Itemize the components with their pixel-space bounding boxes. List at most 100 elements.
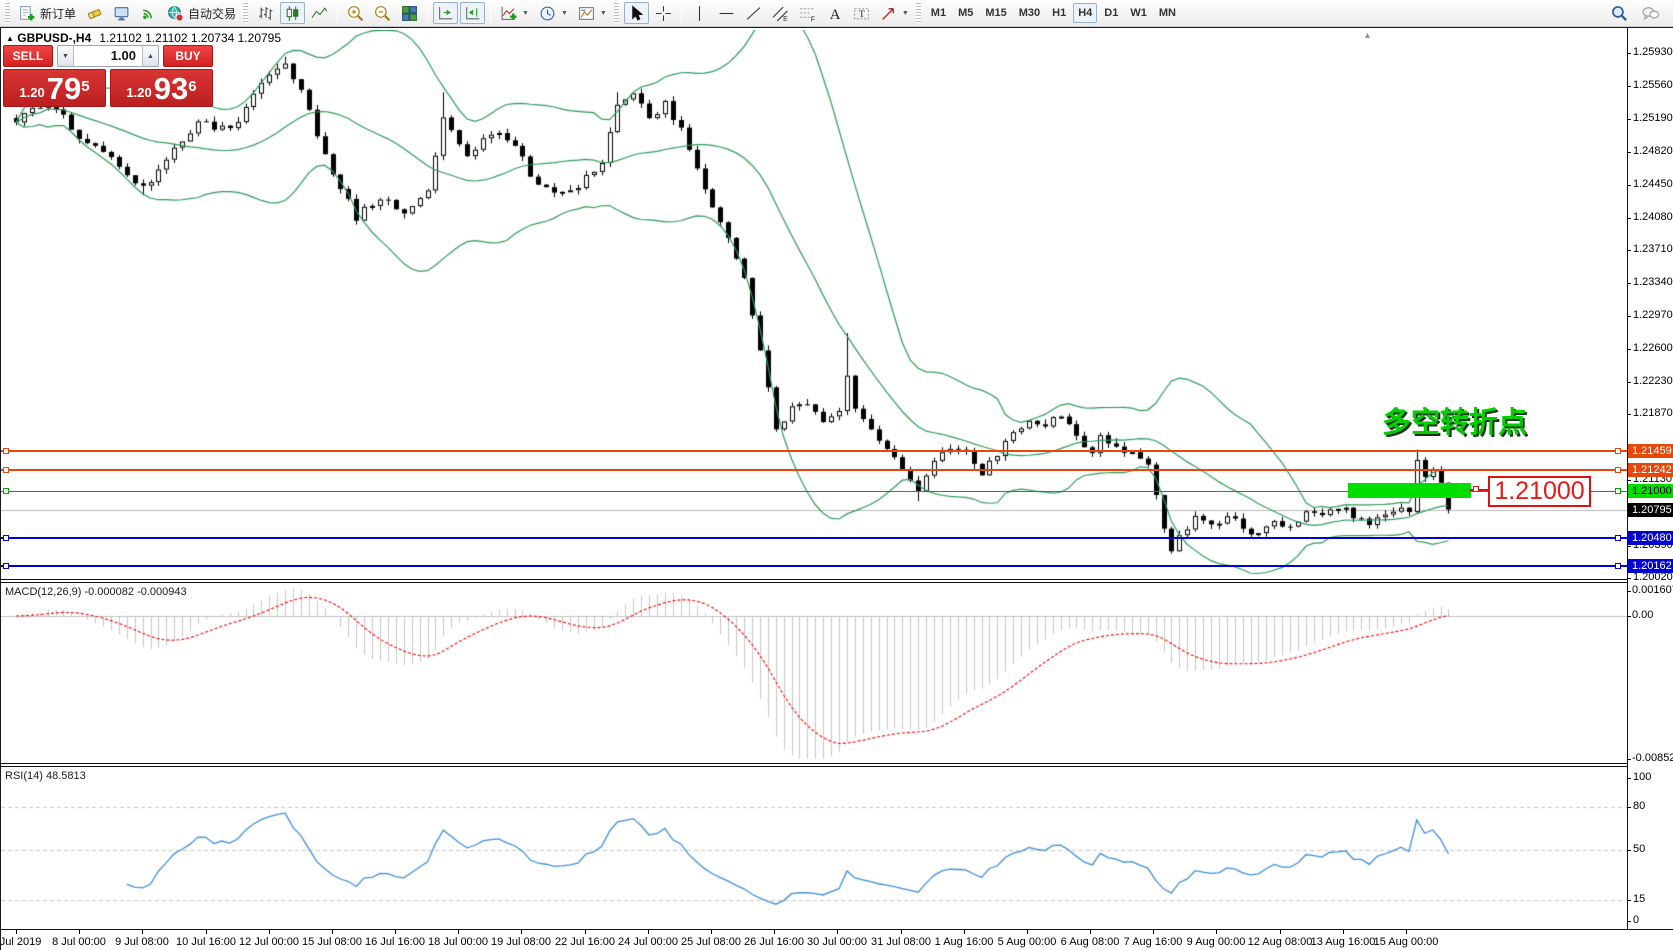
pane-separator[interactable]: [1, 579, 1673, 583]
tile-windows-button[interactable]: [397, 2, 422, 24]
time-tick-mark: [1216, 930, 1217, 934]
line-chart-button[interactable]: [307, 2, 332, 24]
time-tick-label: 30 Jul 00:00: [807, 936, 867, 948]
buy-price-display[interactable]: 1.20 93 6: [110, 69, 213, 107]
chevron-down-icon[interactable]: ▼: [901, 9, 909, 17]
sell-price-display[interactable]: 1.20 79 5: [3, 69, 106, 107]
time-axis[interactable]: 4 Jul 2019 8 Jul 00:00 9 Jul 08:00 10 Jul 1…: [1, 930, 1673, 950]
chevron-down-icon[interactable]: ▼: [599, 9, 607, 17]
timeframe-w1-button[interactable]: W1: [1130, 7, 1147, 19]
volume-stepper: ▼ 1.00 ▲: [57, 45, 159, 67]
price-tick-mark: [1627, 546, 1631, 547]
chevron-down-icon[interactable]: ▼: [560, 9, 568, 17]
toolbar: 新订单 自动交易 ▼ ▼ ▼ E F A T ▼ M1 M5 M15 M30 H1 H4 D1 W1 MN: [0, 0, 1673, 27]
price-line-label: 1.21242: [1628, 463, 1673, 477]
autotrading-button[interactable]: 自动交易: [163, 2, 240, 24]
fibonacci-button[interactable]: F: [795, 2, 820, 24]
price-tick-mark: [1627, 250, 1631, 251]
text-label-button[interactable]: T: [849, 2, 874, 24]
toolbar-grip: [613, 3, 619, 23]
price-scale-border: [1627, 28, 1628, 929]
time-tick-label: 9 Jul 08:00: [115, 936, 169, 948]
line-handle[interactable]: [3, 448, 9, 454]
chart-shift-button[interactable]: [460, 2, 486, 24]
bar-chart-icon: [257, 5, 274, 22]
chat-button[interactable]: [1638, 2, 1663, 24]
bar-chart-button[interactable]: [253, 2, 278, 24]
candle-chart-button[interactable]: [280, 2, 306, 24]
indicators-icon: [500, 5, 517, 22]
volume-increase-button[interactable]: ▲: [142, 46, 158, 66]
line-handle[interactable]: [1615, 563, 1621, 569]
horizontal-line-1.21459[interactable]: [1, 450, 1627, 452]
collapse-triangle-icon[interactable]: ▲: [6, 34, 14, 43]
text-icon: A: [826, 5, 843, 21]
price-line-label: 1.20480: [1628, 531, 1673, 545]
timeframe-h4-button[interactable]: H4: [1073, 3, 1098, 23]
line-handle[interactable]: [1615, 488, 1621, 494]
rsi-pane[interactable]: [1, 767, 1627, 929]
volume-field[interactable]: 1.00: [110, 48, 136, 63]
timeframe-mn-button[interactable]: MN: [1158, 7, 1176, 19]
signals-button[interactable]: [136, 2, 161, 24]
arrows-button[interactable]: ▼: [876, 2, 913, 24]
timeframe-h1-button[interactable]: H1: [1052, 7, 1067, 19]
timeframe-m15-button[interactable]: M15: [985, 7, 1007, 19]
price-callout-box[interactable]: 1.21000: [1488, 476, 1591, 507]
zoom-in-button[interactable]: [343, 2, 368, 24]
indicators-button[interactable]: ▼: [496, 2, 533, 24]
templates-button[interactable]: ▼: [574, 2, 611, 24]
sell-button[interactable]: SELL: [3, 45, 53, 67]
price-scale[interactable]: 1.25930 1.25560 1.25190 1.24820 1.24450 1.240…: [1627, 28, 1673, 929]
horizontal-line-1.20162[interactable]: [1, 565, 1627, 567]
horizontal-line-button[interactable]: [714, 2, 739, 24]
time-tick-mark: [1280, 930, 1281, 934]
vertical-line-button[interactable]: [687, 2, 712, 24]
pane-separator[interactable]: [1, 763, 1673, 767]
timeframe-m5-button[interactable]: M5: [958, 7, 974, 19]
chevron-down-icon[interactable]: ▼: [522, 9, 529, 17]
line-handle[interactable]: [1615, 467, 1621, 473]
text-button[interactable]: A: [822, 2, 847, 24]
horizontal-line-1.21000[interactable]: [1, 491, 1627, 492]
periods-button[interactable]: ▼: [535, 2, 572, 24]
cursor-button[interactable]: [623, 2, 649, 24]
macd-tick-mark: [1627, 616, 1631, 617]
turning-point-annotation[interactable]: 多空转折点: [1382, 407, 1528, 439]
toolbar-separator: [427, 3, 429, 23]
timeframe-m30-button[interactable]: M30: [1018, 7, 1041, 19]
equidistant-channel-button[interactable]: E: [768, 2, 793, 24]
crosshair-button[interactable]: [651, 2, 676, 24]
line-chart-icon: [311, 5, 328, 22]
text-label-icon: T: [853, 5, 870, 22]
line-handle[interactable]: [3, 467, 9, 473]
horizontal-line-1.20480[interactable]: [1, 537, 1627, 539]
line-handle[interactable]: [1615, 535, 1621, 541]
zoom-in-icon: [347, 5, 364, 22]
price-tick-label: 1.25190: [1633, 112, 1673, 124]
chart-shift-marker-icon[interactable]: ▲: [1363, 30, 1372, 40]
time-tick-label: 16 Jul 16:00: [365, 936, 425, 948]
line-handle[interactable]: [1615, 448, 1621, 454]
line-handle[interactable]: [3, 488, 9, 494]
connector-handle[interactable]: [1473, 486, 1479, 492]
terminal-button[interactable]: [109, 2, 134, 24]
ohlc-values: 1.21102 1.21102 1.20734 1.20795: [99, 31, 282, 45]
timeframe-m1-button[interactable]: M1: [930, 7, 947, 19]
time-tick-mark: [1090, 930, 1091, 934]
new-order-button[interactable]: 新订单: [15, 2, 80, 24]
macd-pane[interactable]: [1, 583, 1627, 763]
support-zone-rectangle[interactable]: [1348, 483, 1471, 498]
search-button[interactable]: [1607, 2, 1632, 24]
volume-decrease-button[interactable]: ▼: [58, 46, 74, 66]
eraser-button[interactable]: [82, 2, 107, 24]
zoom-out-button[interactable]: [370, 2, 395, 24]
buy-button[interactable]: BUY: [163, 45, 213, 67]
horizontal-line-1.21242[interactable]: [1, 469, 1627, 471]
timeframe-d1-button[interactable]: D1: [1104, 7, 1119, 19]
trendline-button[interactable]: [741, 2, 766, 24]
line-handle[interactable]: [3, 535, 9, 541]
auto-scroll-button[interactable]: [433, 2, 459, 24]
price-tick-label: 1.22230: [1633, 375, 1673, 387]
line-handle[interactable]: [3, 563, 9, 569]
